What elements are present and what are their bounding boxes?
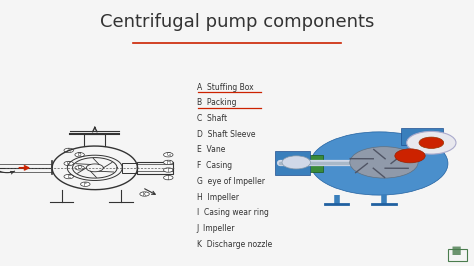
- Text: Centrifugal pump components: Centrifugal pump components: [100, 13, 374, 31]
- Text: H: H: [166, 160, 170, 165]
- Text: A: A: [67, 148, 71, 153]
- Text: A  Stuffing Box: A Stuffing Box: [197, 83, 253, 92]
- Text: B  Packing: B Packing: [197, 98, 236, 107]
- Text: F  Casing: F Casing: [197, 161, 232, 170]
- Text: J: J: [167, 175, 169, 180]
- Text: B: B: [78, 152, 82, 157]
- Text: K  Discharge nozzle: K Discharge nozzle: [197, 240, 272, 249]
- Text: J  Impeller: J Impeller: [197, 224, 235, 233]
- Circle shape: [350, 147, 418, 178]
- FancyBboxPatch shape: [289, 155, 323, 172]
- Circle shape: [64, 161, 73, 166]
- Text: H  Impeller: H Impeller: [197, 193, 239, 202]
- Text: K: K: [143, 192, 146, 197]
- Circle shape: [164, 160, 173, 165]
- Circle shape: [75, 153, 84, 157]
- Circle shape: [164, 153, 173, 157]
- Text: D  Shaft Sleeve: D Shaft Sleeve: [197, 130, 255, 139]
- Text: C: C: [67, 161, 71, 166]
- Circle shape: [75, 166, 84, 170]
- Text: E  Vane: E Vane: [197, 146, 225, 155]
- FancyBboxPatch shape: [275, 152, 310, 176]
- Text: D: D: [78, 165, 82, 170]
- Circle shape: [164, 176, 173, 180]
- Text: G: G: [166, 152, 170, 157]
- Text: G  eye of Impeller: G eye of Impeller: [197, 177, 264, 186]
- Circle shape: [64, 174, 73, 179]
- FancyBboxPatch shape: [401, 128, 443, 145]
- Text: I: I: [167, 168, 169, 173]
- Text: F: F: [84, 182, 87, 187]
- Circle shape: [81, 182, 90, 186]
- Circle shape: [64, 148, 73, 153]
- Circle shape: [140, 192, 149, 196]
- Text: C  Shaft: C Shaft: [197, 114, 227, 123]
- Circle shape: [419, 137, 444, 148]
- Circle shape: [395, 149, 425, 163]
- Text: E: E: [67, 174, 70, 179]
- Circle shape: [164, 168, 173, 172]
- Text: I  Casing wear ring: I Casing wear ring: [197, 208, 269, 217]
- Text: ▪: ▪: [451, 242, 462, 259]
- Wedge shape: [310, 132, 448, 195]
- Circle shape: [407, 131, 456, 154]
- Circle shape: [282, 156, 310, 169]
